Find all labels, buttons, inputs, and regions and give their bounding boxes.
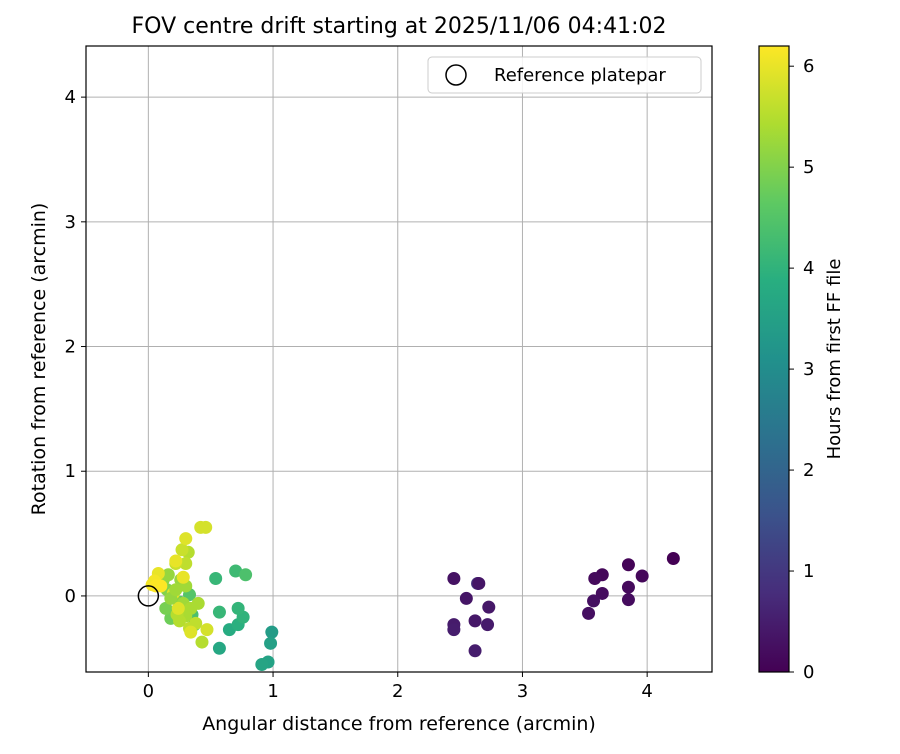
data-point [587,594,601,608]
data-point [595,586,609,600]
y-tick-label: 2 [65,337,76,358]
x-tick-label: 1 [267,681,278,702]
data-point [209,571,223,585]
data-point [472,576,486,590]
colorbar-tick-label: 6 [803,56,814,77]
y-tick-label: 1 [65,461,76,482]
chart-title: FOV centre drift starting at 2025/11/06 … [132,14,667,39]
y-tick-label: 4 [65,87,76,108]
y-tick-label: 3 [65,212,76,233]
data-points [145,520,680,672]
data-point [154,579,168,593]
x-axis-ticks: 0 1 2 3 4 [143,672,653,702]
reference-platepar-marker [137,585,160,607]
x-tick-label: 0 [143,681,154,702]
y-tick-label: 0 [65,586,76,607]
colorbar: 0 1 2 3 4 5 6 Hours from first FF file [758,45,845,683]
data-point [239,568,253,582]
grid-lines [86,46,712,672]
data-point [482,600,496,614]
data-point [159,601,173,615]
data-point [468,614,482,628]
data-point [229,564,243,578]
data-point [255,658,269,672]
data-point [179,557,193,571]
colorbar-tick-label: 0 [803,662,814,683]
data-point [191,596,205,610]
colorbar-label: Hours from first FF file [824,259,845,460]
data-point [264,636,278,650]
legend-reference-marker [445,64,467,86]
data-point [231,601,245,615]
reference-marker-layer [137,585,160,607]
data-point [175,543,189,557]
data-point [468,644,482,658]
data-point [179,532,193,546]
x-tick-label: 2 [392,681,403,702]
colorbar-tick-label: 1 [803,561,814,582]
data-point [447,571,461,585]
data-point [212,605,226,619]
legend-box [427,56,702,94]
legend-label: Reference platepar [494,65,666,86]
plot-frame [85,45,713,673]
data-point [621,580,635,594]
data-point [199,520,213,534]
colorbar-gradient [758,45,790,673]
data-point [212,641,226,655]
data-point [265,625,279,639]
data-point [588,571,602,585]
colorbar-tick-label: 5 [803,157,814,178]
colorbar-tick-label: 2 [803,460,814,481]
data-point [459,591,473,605]
colorbar-tick-label: 4 [803,258,814,279]
x-tick-label: 3 [517,681,528,702]
y-axis-label: Rotation from reference (arcmin) [28,203,50,516]
x-axis-label: Angular distance from reference (arcmin) [202,713,596,735]
data-point [169,583,183,597]
data-point [161,568,175,582]
data-point [447,623,461,637]
data-point [582,606,596,620]
data-point [481,618,495,632]
data-point [621,593,635,607]
data-point [621,558,635,572]
colorbar-tick-label: 3 [803,359,814,380]
data-point [666,552,680,566]
x-tick-label: 4 [641,681,652,702]
data-point [200,623,214,637]
data-point [176,570,190,584]
data-point [169,554,183,568]
legend: Reference platepar [427,56,702,94]
colorbar-ticks: 0 1 2 3 4 5 6 [789,56,814,683]
data-point [635,569,649,583]
data-point [171,601,185,615]
data-point [195,635,209,649]
data-point [184,625,198,639]
y-axis-ticks: 0 1 2 3 4 [65,87,86,607]
